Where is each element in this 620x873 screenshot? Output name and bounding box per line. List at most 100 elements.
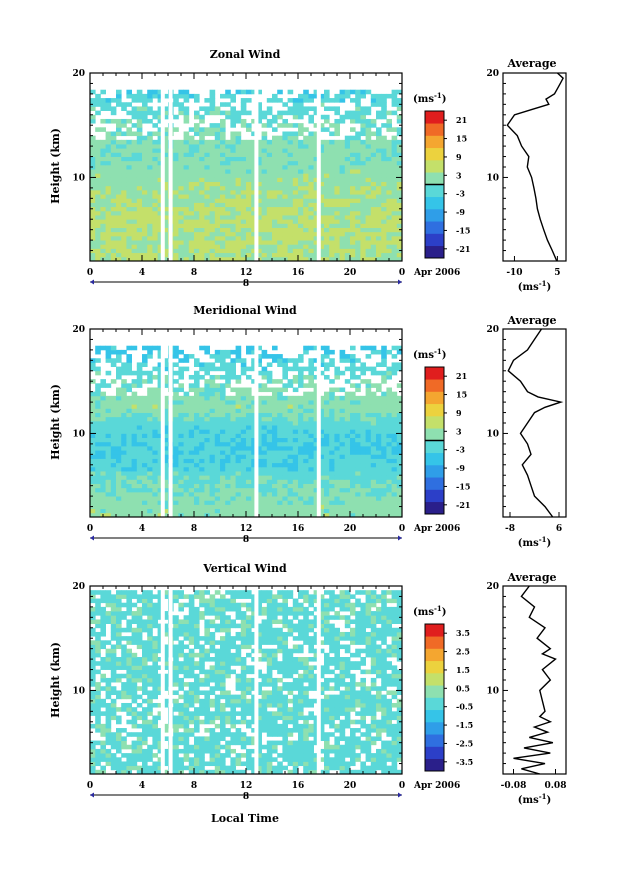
zonal-heatmap-cell (292, 110, 299, 116)
zonal-heatmap-cell (334, 248, 340, 254)
zonal-heatmap-cell (376, 131, 382, 137)
meridional-heatmap-cell (131, 512, 138, 518)
meridional-heatmap-cell (324, 471, 330, 476)
vertical-heatmap-cell (116, 769, 122, 775)
meridional-heatmap-cell (142, 475, 148, 480)
zonal-heatmap-cell (136, 223, 143, 228)
zonal-heatmap-cell (292, 219, 299, 224)
zonal-heatmap-cell (365, 198, 372, 203)
zonal-heatmap-cell (298, 131, 304, 137)
meridional-heatmap-cell (90, 425, 96, 430)
zonal-heatmap-cell (162, 185, 169, 191)
zonal-heatmap-cell (126, 181, 132, 187)
zonal-heatmap-cell (220, 139, 226, 145)
vertical-heatmap-cell (162, 757, 169, 762)
meridional-heatmap-cell (282, 500, 288, 505)
zonal-heatmap-cell (116, 148, 122, 153)
zonal-heatmap-cell (318, 240, 325, 245)
meridional-heatmap-cell (287, 466, 294, 472)
meridional-heatmap-cell (240, 471, 247, 476)
meridional-colorbar-swatch (425, 403, 444, 417)
zonal-heatmap-cell (225, 227, 231, 233)
zonal-heatmap-cell (329, 256, 335, 262)
zonal-heatmap-cell (225, 177, 231, 183)
meridional-heatmap-cell (100, 462, 106, 468)
meridional-heatmap-cell (318, 491, 325, 497)
zonal-heatmap-cell (126, 248, 132, 254)
meridional-heatmap-cell (90, 416, 96, 422)
meridional-heatmap-cell (152, 491, 158, 497)
vertical-heatmap-cell (391, 748, 398, 754)
meridional-heatmap-cell (194, 370, 200, 376)
meridional-heatmap-cell (131, 475, 138, 480)
zonal-heatmap-cell (381, 177, 387, 183)
zonal-heatmap-cell (287, 89, 294, 95)
zonal-heatmap-cell (334, 231, 340, 237)
meridional-heatmap-cell (90, 500, 96, 505)
zonal-heatmap-cell (355, 244, 361, 249)
meridional-heatmap-cell (188, 454, 195, 459)
meridional-heatmap-cell (131, 450, 138, 455)
vertical-heatmap-cell (308, 761, 314, 767)
zonal-heatmap-cell (126, 160, 132, 166)
zonal-heatmap-cell (391, 248, 398, 254)
vertical-heatmap-cell (339, 748, 346, 754)
zonal-heatmap-cell (188, 148, 195, 153)
zonal-heatmap-cell (277, 189, 283, 195)
zonal-heatmap-cell (313, 202, 320, 208)
zonal-heatmap-cell (282, 244, 288, 249)
zonal-heatmap-cell (355, 256, 361, 262)
vertical-heatmap-cell (287, 757, 294, 762)
meridional-heatmap-cell (350, 471, 356, 476)
zonal-heatmap-cell (199, 244, 205, 249)
zonal-heatmap-cell (272, 156, 278, 162)
meridional-heatmap-cell (365, 475, 372, 480)
zonal-heatmap-cell (256, 89, 262, 95)
meridional-heatmap-cell (110, 508, 117, 514)
zonal-heatmap-cell (334, 123, 340, 128)
zonal-heatmap-cell (199, 160, 205, 166)
meridional-heatmap-cell (365, 391, 372, 397)
meridional-heatmap-cell (324, 479, 330, 484)
meridional-heatmap-cell (173, 500, 179, 505)
meridional-heatmap-cell (365, 512, 372, 518)
zonal-heatmap-cell (136, 227, 143, 233)
meridional-heatmap-cell (131, 383, 138, 388)
zonal-heatmap-cell (152, 164, 158, 170)
zonal-heatmap-cell (116, 93, 122, 99)
vertical-heatmap-cell (95, 753, 101, 758)
meridional-heatmap-cell (266, 412, 273, 418)
meridional-heatmap-cell (214, 466, 221, 472)
meridional-heatmap-cell (334, 441, 340, 447)
meridional-heatmap-cell (303, 420, 309, 426)
vertical-heatmap-cell (256, 753, 262, 758)
zonal-heatmap-cell (157, 202, 164, 208)
zonal-heatmap-cell (95, 102, 101, 107)
zonal-heatmap-cell (209, 160, 216, 166)
meridional-heatmap-cell (261, 466, 268, 472)
zonal-heatmap-cell (329, 215, 335, 220)
vertical-heatmap-cells (90, 590, 403, 775)
vertical-heatmap-cell (121, 740, 127, 746)
vertical-heatmap-cell (204, 761, 210, 767)
zonal-heatmap-cell (386, 156, 392, 162)
zonal-heatmap-cell (329, 160, 335, 166)
meridional-heatmap-cell (308, 370, 314, 376)
meridional-heatmap-cell (376, 383, 382, 388)
zonal-heatmap-cell (381, 194, 387, 199)
zonal-heatmap-cell (298, 223, 304, 228)
meridional-heatmap-cell (183, 408, 190, 413)
zonal-data-gap (254, 73, 259, 261)
meridional-heatmap-cell (376, 512, 382, 518)
zonal-heatmap-cell (298, 240, 304, 245)
vertical-heatmap-cell (121, 753, 127, 758)
meridional-heatmap-cell (204, 475, 210, 480)
meridional-heatmap-cell (204, 458, 210, 464)
meridional-heatmap-cell (142, 400, 148, 405)
meridional-heatmap-cell (95, 466, 101, 472)
meridional-heatmap-cell (386, 374, 392, 380)
zonal-heatmap-cell (194, 148, 200, 153)
meridional-heatmap-cell (287, 500, 294, 505)
meridional-heatmap-cell (121, 370, 127, 376)
meridional-heatmap-cell (396, 404, 403, 409)
